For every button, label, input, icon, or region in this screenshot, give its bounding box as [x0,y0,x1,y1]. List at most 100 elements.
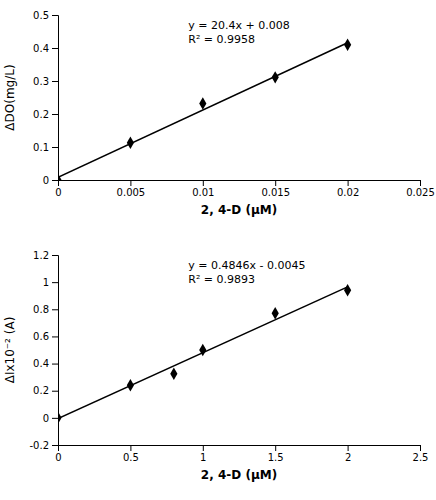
tick-mark [52,147,58,148]
plot-area [58,38,351,180]
data-point [199,97,206,109]
axis-line [59,446,421,452]
tick-mark [130,180,131,186]
tick-mark [52,309,58,310]
tick-label: 0 [55,187,61,198]
panel: 0 0.005 0.01 0.015 0.02 0.025 0 0.1 0.2 0.3 0.4 0.5… [3,10,435,217]
tick: 0.025 [406,180,435,198]
annotation: y = 0.4846x - 0.0045R² = 0.9893 [188,259,305,286]
tick: 0 [55,180,61,198]
axis-line [52,256,59,446]
tick-label: 0.1 [33,142,49,153]
tick-mark [420,445,421,451]
y-axis-title: ΔDO(mg/L) [3,64,17,130]
tick: 0.3 [33,76,58,87]
tick-mark [52,418,58,419]
axis-line [59,181,421,187]
tick-label: 0.2 [33,385,49,396]
tick-mark [52,114,58,115]
tick-mark [52,364,58,365]
y-axis: -0.2 0 0.2 0.4 0.6 0.8 1 1.2 [29,250,58,451]
tick: 0.6 [33,331,58,342]
tick-label: 0.5 [33,10,49,21]
chart-root: 0 0.005 0.01 0.015 0.02 0.025 0 0.1 0.2 0.3 0.4 0.5… [0,0,436,500]
data-point [272,307,279,319]
x-axis: 0 0.005 0.01 0.015 0.02 0.025 [55,180,435,198]
tick: 1 [200,445,206,463]
tick-mark [52,391,58,392]
tick: 2 [345,445,351,463]
tick-mark [275,445,276,451]
tick-label: 0.3 [33,76,49,87]
tick-label: 1.5 [268,452,284,463]
tick: 0 [43,175,58,186]
tick: 0.4 [33,43,58,54]
x-axis-title: 2, 4-D (μM) [201,468,277,482]
tick-mark [52,445,58,446]
tick-label: 0.005 [117,187,146,198]
tick: 0.02 [337,180,359,198]
tick-label: 0.4 [33,43,49,54]
tick-mark [130,445,131,451]
tick-mark [275,180,276,186]
tick: 2.5 [413,445,429,463]
tick: 0.01 [192,180,214,198]
data-point [344,284,351,296]
tick: 0.015 [261,180,290,198]
tick-label: 1 [200,452,206,463]
annotation-line: R² = 0.9893 [188,273,255,286]
tick-mark [52,282,58,283]
tick-label: 0.6 [33,331,49,342]
annotation: y = 20.4x + 0.008R² = 0.9958 [188,19,289,46]
annotation-line: y = 20.4x + 0.008 [188,19,289,32]
tick-label: 2.5 [413,452,429,463]
tick: 0.5 [33,10,58,21]
annotation-line: y = 0.4846x - 0.0045 [188,259,305,272]
tick: 0 [43,413,58,424]
tick: 1.5 [268,445,284,463]
tick-label: 0 [43,175,49,186]
tick-label: 0 [43,413,49,424]
tick-label: 0.025 [406,187,435,198]
y-axis-title: ΔIx10⁻² (A) [3,317,17,384]
tick-label: 0.01 [192,187,214,198]
tick-mark [52,15,58,16]
tick-mark [203,445,204,451]
regression-line [58,43,348,178]
tick: 0.2 [33,385,58,396]
tick-mark [420,180,421,186]
tick-mark [52,180,58,181]
tick-label: 2 [345,452,351,463]
tick-mark [52,48,58,49]
data-point [170,368,177,380]
tick: 0.4 [33,358,58,369]
tick: 0.005 [117,180,146,198]
tick-label: 0.8 [33,304,49,315]
tick-mark [348,445,349,451]
tick-label: 0.4 [33,358,49,369]
tick-label: 0.2 [33,109,49,120]
tick: 0.2 [33,109,58,120]
plot-area [58,284,351,424]
tick: 0 [55,445,61,463]
tick-label: 1.2 [33,250,49,261]
y-axis: 0 0.1 0.2 0.3 0.4 0.5 [33,10,58,186]
tick-label: 1 [43,277,49,288]
tick-label: 0.015 [261,187,290,198]
tick: 0.8 [33,304,58,315]
axis-line [52,16,59,181]
tick-mark [348,180,349,186]
tick-mark [52,255,58,256]
tick: -0.2 [29,440,58,451]
annotation-line: R² = 0.9958 [188,33,255,46]
tick-label: 0.5 [123,452,139,463]
panel: 0 0.5 1 1.5 2 2.5 -0.2 0 0.2 0.4 0.6 0.8 1 1.2 y = 0.4… [3,250,428,482]
tick: 1 [43,277,58,288]
tick: 0.5 [123,445,139,463]
tick: 0.1 [33,142,58,153]
tick-mark [52,81,58,82]
tick-label: -0.2 [29,440,49,451]
regression-line [58,287,348,419]
x-axis: 0 0.5 1 1.5 2 2.5 [55,445,428,463]
tick-mark [203,180,204,186]
